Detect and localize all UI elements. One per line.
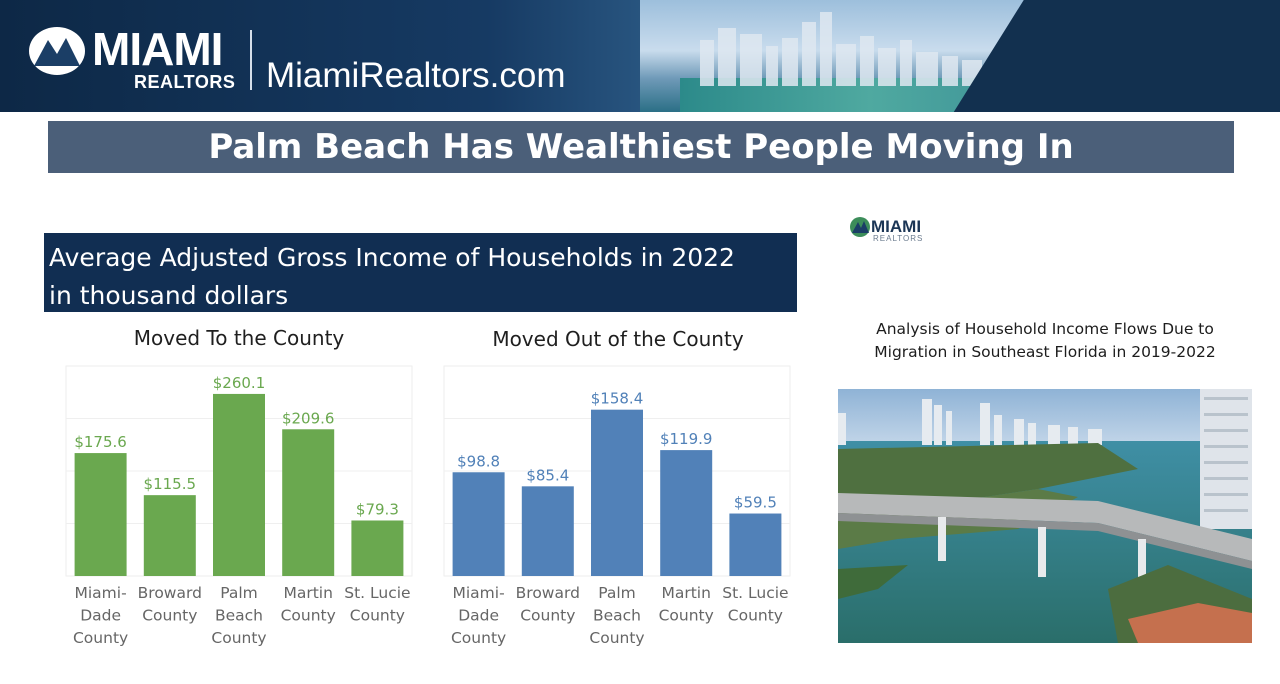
bar — [351, 520, 404, 576]
category-tick-label: Martin — [661, 584, 710, 602]
bar — [74, 453, 127, 576]
category-tick-label: Palm — [598, 584, 636, 602]
category-tick-label: Dade — [80, 607, 121, 625]
bar-value-label: $119.9 — [660, 430, 713, 448]
bar-value-label: $209.6 — [282, 409, 335, 427]
bar — [213, 393, 265, 576]
bar — [660, 450, 713, 576]
site-url[interactable]: MiamiRealtors.com — [266, 56, 566, 95]
category-tick-label: Miami- — [453, 584, 505, 602]
analysis-caption: Analysis of Household Income Flows Due t… — [874, 320, 1216, 361]
category-tick-label: St. Lucie — [344, 584, 410, 602]
category-tick-label: County — [73, 629, 128, 647]
bar-value-label: $260.1 — [213, 374, 266, 392]
category-tick-label: Beach — [593, 607, 641, 625]
bar-value-label: $98.8 — [457, 452, 500, 470]
skyline-buildings — [700, 12, 982, 86]
moved-out-chart: $98.8 Miami- Dade County $85.4 Broward County $… — [443, 365, 791, 647]
bar-value-label: $115.5 — [144, 475, 197, 493]
chart-title-moved-out: Moved Out of the County — [492, 327, 744, 351]
moved-to-chart: $175.6 Miami- Dade County $115.5 Broward Count… — [65, 365, 413, 647]
chart-subtitle: Average Adjusted Gross Income of Househo… — [49, 239, 735, 315]
category-tick-label: County — [589, 629, 644, 647]
bar — [282, 429, 335, 576]
logo-text: MIAMI — [92, 23, 223, 75]
category-tick-label: County — [142, 607, 197, 625]
bar — [521, 486, 574, 576]
bar-value-label: $79.3 — [356, 500, 399, 518]
side-logo-subtext: REALTORS — [873, 234, 924, 243]
category-tick-label: County — [451, 629, 506, 647]
bar-value-label: $59.5 — [734, 494, 777, 512]
miami-realtors-logo-icon — [850, 217, 870, 237]
side-logo-text: MIAMI — [871, 217, 922, 236]
category-tick-label: Palm — [220, 584, 258, 602]
category-tick-label: County — [728, 607, 783, 625]
category-tick-label: County — [350, 607, 405, 625]
category-tick-label: County — [659, 607, 714, 625]
category-tick-label: St. Lucie — [722, 584, 788, 602]
bar — [143, 495, 196, 576]
chart-subtitle-bar: Average Adjusted Gross Income of Househo… — [44, 233, 797, 312]
side-logo: MIAMI REALTORS — [849, 216, 939, 248]
category-tick-label: County — [211, 629, 266, 647]
category-tick-label: County — [520, 607, 575, 625]
page-title-bar: Palm Beach Has Wealthiest People Moving … — [48, 121, 1234, 173]
chart-subtitle-line-1: Average Adjusted Gross Income of Househo… — [49, 243, 735, 272]
aerial-photo — [838, 389, 1252, 643]
bar-value-label: $175.6 — [74, 433, 127, 451]
logo-divider — [250, 30, 252, 90]
miami-realtors-logo-icon — [29, 27, 85, 75]
category-tick-label: Miami- — [75, 584, 127, 602]
chart-subtitle-line-2: in thousand dollars — [49, 281, 289, 310]
page-title: Palm Beach Has Wealthiest People Moving … — [208, 127, 1074, 167]
bar — [729, 513, 782, 576]
category-tick-label: Broward — [516, 584, 580, 602]
logo-subtext: REALTORS — [134, 72, 236, 92]
bar-value-label: $158.4 — [591, 390, 644, 408]
header-banner: MIAMI REALTORS MiamiRealtors.com — [0, 0, 1280, 112]
category-tick-label: County — [281, 607, 336, 625]
category-tick-label: Broward — [138, 584, 202, 602]
bar — [452, 472, 505, 576]
category-tick-label: Dade — [458, 607, 499, 625]
bar-value-label: $85.4 — [526, 466, 569, 484]
chart-title-moved-to: Moved To the County — [133, 326, 345, 350]
category-tick-label: Martin — [283, 584, 332, 602]
category-tick-label: Beach — [215, 607, 263, 625]
bar — [591, 409, 643, 576]
